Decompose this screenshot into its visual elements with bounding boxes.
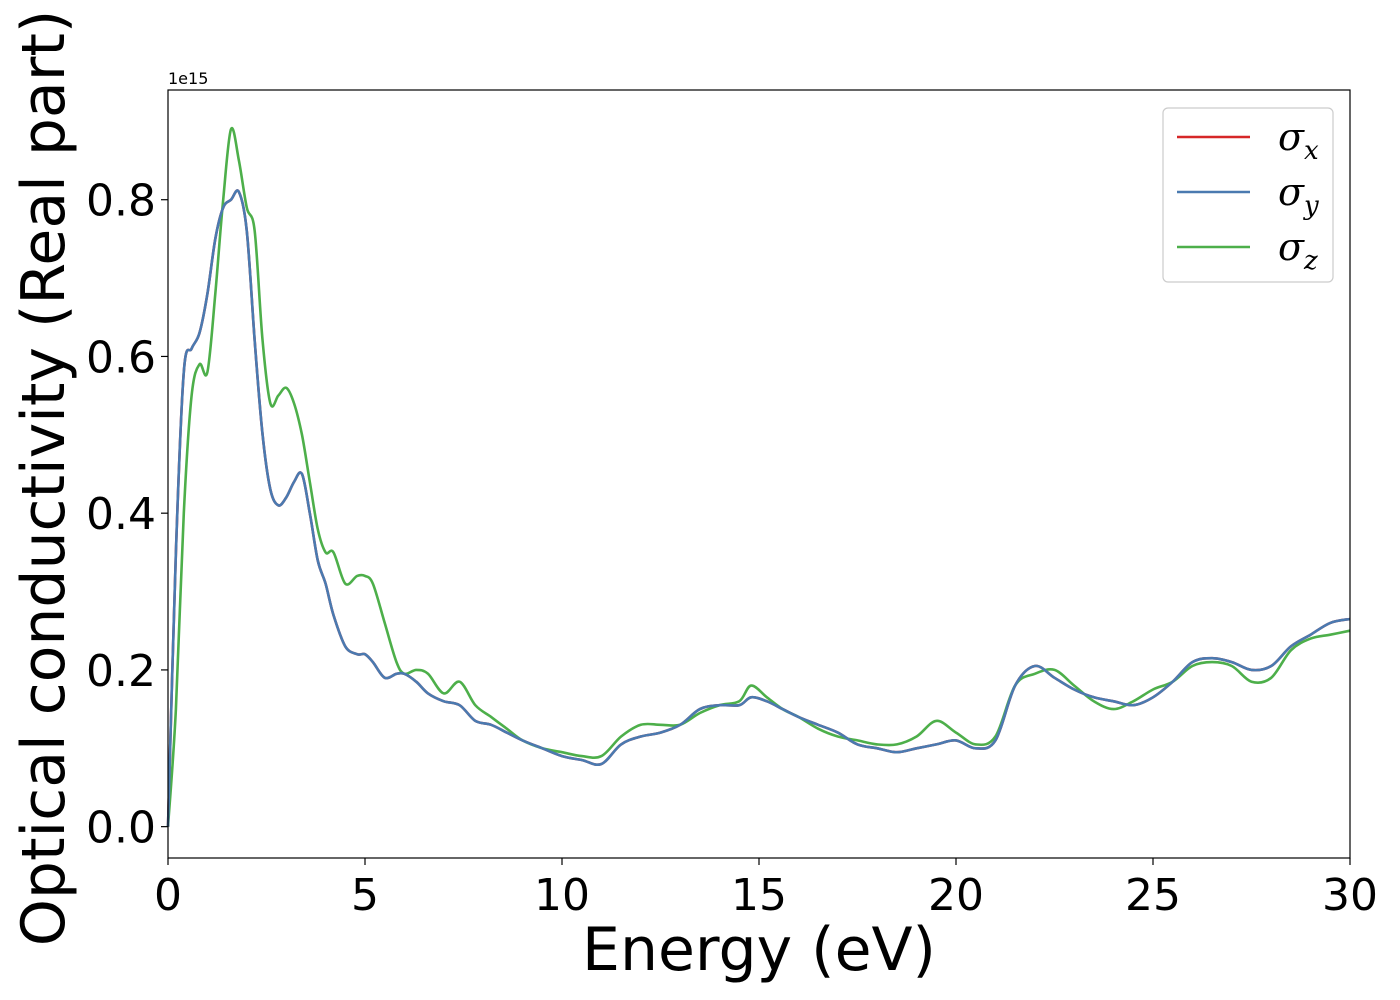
x-tick-label: 20: [928, 870, 984, 921]
x-axis-ticks: 0 5 10 15 20 25 30: [154, 858, 1378, 921]
legend-label-x: σx: [1278, 115, 1319, 166]
x-tick-label: 0: [154, 870, 182, 921]
y-axis-ticks: 0.0 0.2 0.4 0.6 0.8: [86, 176, 168, 854]
legend-label-z: σz: [1278, 225, 1318, 276]
y-tick-label: 0.0: [86, 803, 156, 854]
series-lines: [166, 126, 1351, 827]
x-tick-label: 25: [1125, 870, 1181, 921]
x-tick-label: 15: [731, 870, 787, 921]
y-axis-label: Optical conductivity (Real part): [9, 10, 79, 947]
y-tick-label: 0.8: [86, 176, 156, 227]
x-axis-label: Energy (eV): [582, 915, 936, 985]
series-line-y: [166, 189, 1351, 827]
x-tick-label: 30: [1322, 870, 1378, 921]
y-tick-label: 0.6: [86, 332, 156, 383]
y-offset-label: 1e15: [168, 69, 208, 88]
y-tick-label: 0.4: [86, 489, 156, 540]
x-tick-label: 10: [534, 870, 590, 921]
x-tick-label: 5: [351, 870, 379, 921]
legend-frame: [1162, 107, 1334, 283]
y-tick-label: 0.2: [86, 646, 156, 697]
legend-label-y: σy: [1278, 170, 1319, 221]
